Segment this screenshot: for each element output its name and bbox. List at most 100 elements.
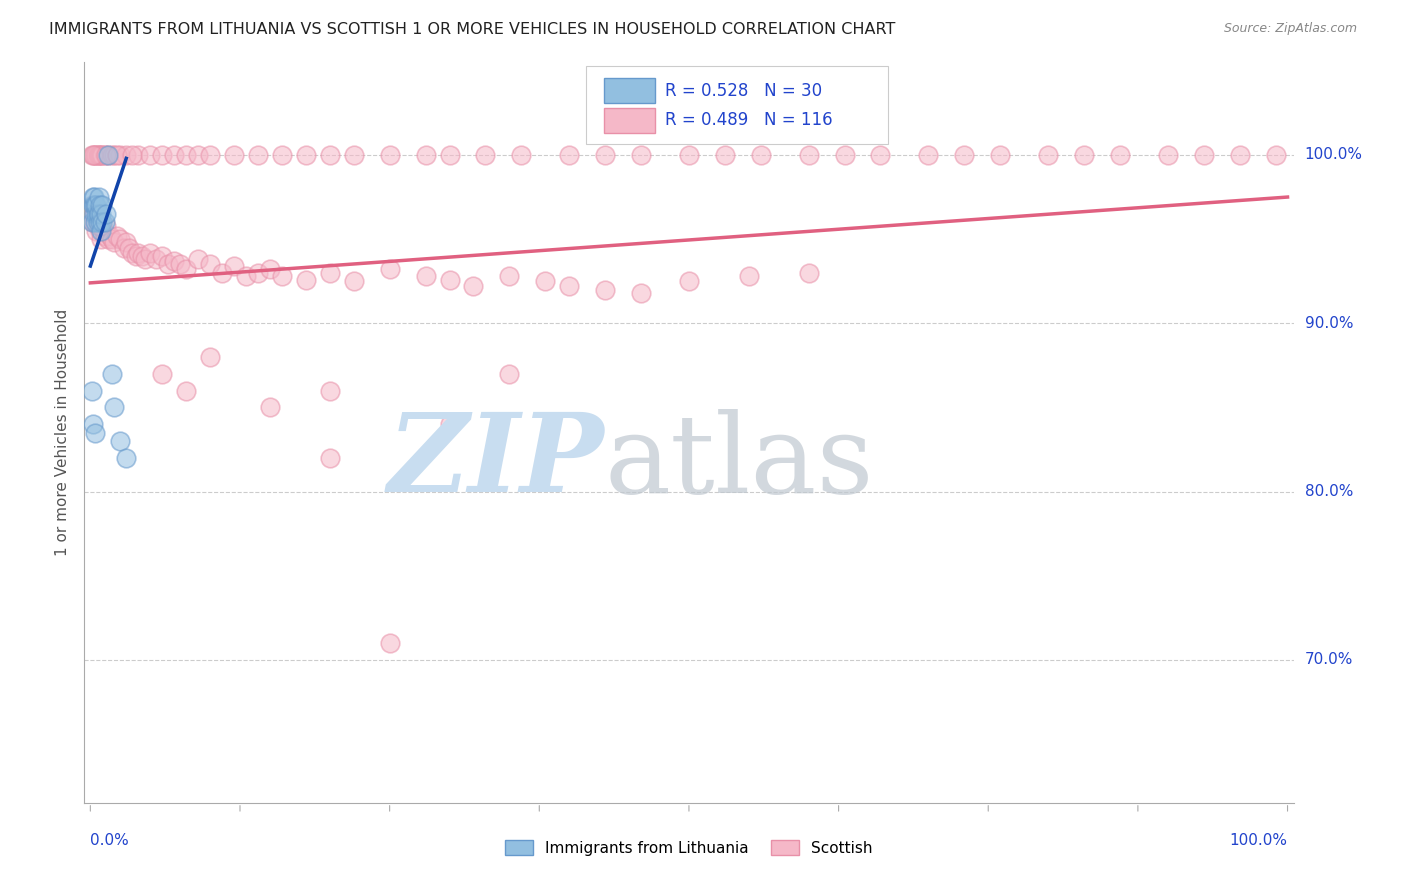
- Point: [91, 198, 114, 212]
- Point: [139, 148, 162, 162]
- Point: [110, 148, 132, 162]
- Point: [115, 148, 138, 162]
- Point: [630, 148, 652, 162]
- Point: [378, 262, 401, 277]
- Point: [678, 148, 700, 162]
- Text: 0.0%: 0.0%: [90, 833, 129, 848]
- Point: [98, 228, 121, 243]
- Point: [174, 384, 197, 398]
- Point: [678, 274, 700, 288]
- FancyBboxPatch shape: [586, 66, 889, 144]
- Point: [797, 148, 820, 162]
- Point: [157, 257, 180, 271]
- Point: [558, 148, 581, 162]
- Point: [90, 232, 112, 246]
- Point: [415, 148, 437, 162]
- Point: [121, 245, 143, 260]
- Point: [869, 148, 891, 162]
- Point: [86, 207, 108, 221]
- Point: [80, 215, 103, 229]
- Point: [112, 241, 135, 255]
- Point: [953, 148, 976, 162]
- Point: [82, 198, 104, 212]
- Text: Source: ZipAtlas.com: Source: ZipAtlas.com: [1223, 22, 1357, 36]
- Point: [86, 215, 108, 229]
- Point: [83, 207, 105, 221]
- Point: [198, 257, 221, 271]
- Point: [94, 207, 117, 221]
- Text: atlas: atlas: [605, 409, 875, 516]
- Point: [139, 245, 162, 260]
- Point: [80, 384, 103, 398]
- Point: [163, 254, 186, 268]
- Point: [82, 215, 104, 229]
- Point: [91, 148, 114, 162]
- Point: [105, 148, 128, 162]
- Text: 90.0%: 90.0%: [1305, 316, 1353, 331]
- FancyBboxPatch shape: [605, 78, 655, 103]
- Point: [163, 148, 186, 162]
- Point: [93, 215, 115, 229]
- Point: [82, 148, 104, 162]
- Point: [211, 266, 233, 280]
- Point: [89, 148, 111, 162]
- Point: [125, 249, 148, 263]
- Point: [150, 249, 173, 263]
- Text: R = 0.489   N = 116: R = 0.489 N = 116: [665, 112, 832, 129]
- Point: [498, 367, 520, 381]
- Point: [86, 148, 108, 162]
- Point: [115, 235, 138, 250]
- Point: [439, 272, 461, 286]
- Point: [222, 259, 245, 273]
- Point: [87, 207, 110, 221]
- Point: [246, 266, 269, 280]
- Point: [174, 148, 197, 162]
- Point: [474, 148, 496, 162]
- Point: [87, 219, 110, 233]
- Point: [115, 450, 138, 465]
- Point: [319, 148, 342, 162]
- Point: [90, 224, 112, 238]
- Point: [198, 148, 221, 162]
- Point: [80, 198, 103, 212]
- Point: [174, 262, 197, 277]
- Point: [235, 269, 257, 284]
- Point: [105, 228, 128, 243]
- Point: [84, 148, 107, 162]
- Point: [714, 148, 737, 162]
- Point: [198, 350, 221, 364]
- Point: [834, 148, 856, 162]
- Point: [738, 269, 761, 284]
- Point: [84, 215, 107, 229]
- Point: [169, 257, 191, 271]
- Y-axis label: 1 or more Vehicles in Household: 1 or more Vehicles in Household: [55, 309, 70, 557]
- Point: [84, 198, 107, 212]
- Point: [97, 148, 120, 162]
- Point: [593, 283, 616, 297]
- Point: [91, 219, 114, 233]
- Point: [103, 148, 125, 162]
- Point: [1192, 148, 1215, 162]
- Point: [90, 148, 112, 162]
- Point: [101, 148, 124, 162]
- Point: [94, 219, 117, 233]
- Point: [127, 245, 149, 260]
- Text: 100.0%: 100.0%: [1229, 833, 1288, 848]
- Point: [593, 148, 616, 162]
- Point: [83, 190, 105, 204]
- Point: [118, 241, 141, 255]
- Text: IMMIGRANTS FROM LITHUANIA VS SCOTTISH 1 OR MORE VEHICLES IN HOUSEHOLD CORRELATIO: IMMIGRANTS FROM LITHUANIA VS SCOTTISH 1 …: [49, 22, 896, 37]
- Point: [110, 232, 132, 246]
- Point: [797, 266, 820, 280]
- Point: [145, 252, 167, 267]
- Point: [103, 235, 125, 250]
- Point: [498, 269, 520, 284]
- Point: [103, 401, 125, 415]
- Point: [82, 215, 104, 229]
- Point: [749, 148, 772, 162]
- Point: [101, 367, 124, 381]
- Text: R = 0.528   N = 30: R = 0.528 N = 30: [665, 81, 823, 100]
- Point: [94, 148, 117, 162]
- Point: [319, 450, 342, 465]
- Point: [89, 198, 111, 212]
